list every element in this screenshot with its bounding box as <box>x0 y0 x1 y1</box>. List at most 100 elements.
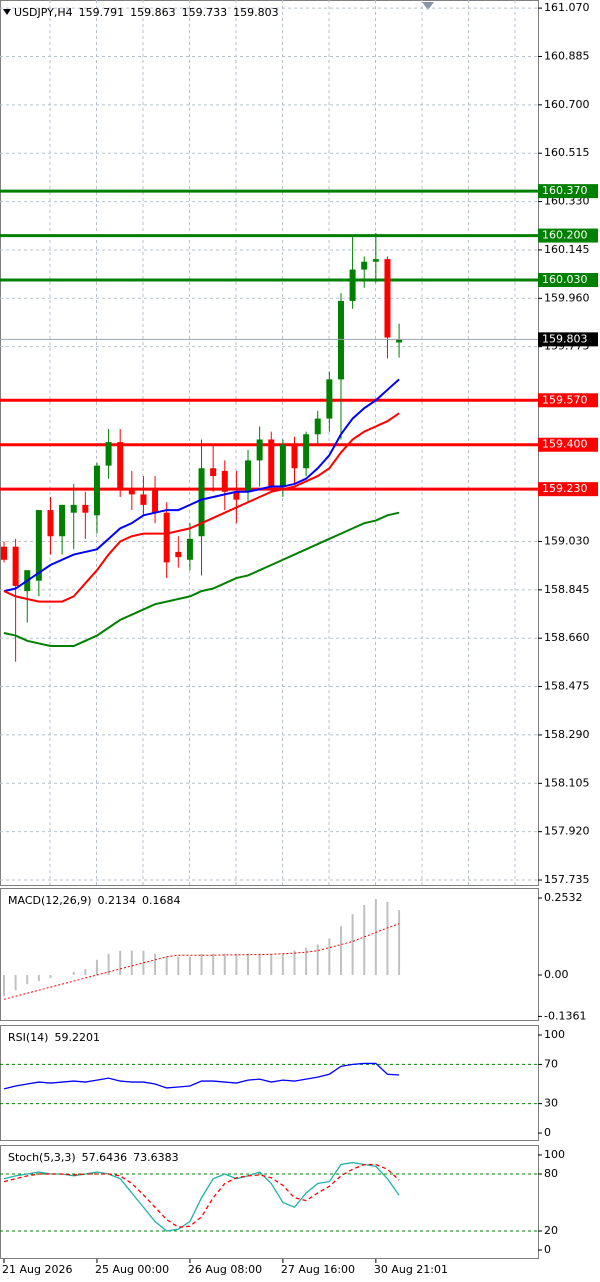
y-tick-label: 0 <box>544 1126 551 1139</box>
y-tick-label: 70 <box>544 1057 558 1070</box>
candle-body <box>175 551 182 558</box>
y-tick-label: 161.070 <box>544 1 590 14</box>
candle-body <box>105 442 112 466</box>
candle-body <box>198 468 205 537</box>
candle-body <box>361 261 368 270</box>
header-value: 59.2201 <box>54 1031 100 1044</box>
indicator-line <box>3 1062 400 1090</box>
indicator-title: MACD(12,26,9) <box>8 894 92 907</box>
candle-body <box>384 259 391 338</box>
panel-frame <box>0 1025 539 1141</box>
y-tick-label: 158.660 <box>544 631 590 644</box>
y-tick-label: 159.030 <box>544 534 590 547</box>
header-value: 73.6383 <box>133 1151 179 1164</box>
indicator-title: Stoch(5,3,3) <box>8 1151 76 1164</box>
candle-body <box>93 465 100 516</box>
level-tag <box>538 184 598 199</box>
x-tick-label: 21 Aug 2026 <box>2 1263 72 1276</box>
level-label: 160.200 <box>542 229 588 242</box>
panel-frame <box>0 1145 539 1259</box>
x-tick-label: 30 Aug 21:01 <box>374 1263 448 1276</box>
level-label: 159.570 <box>542 393 588 406</box>
moving-average <box>3 412 400 603</box>
candle-body <box>233 491 240 500</box>
level-label: 159.400 <box>542 438 588 451</box>
panel-header: USDJPY,H4 159.791 159.863 159.733 159.803 <box>14 6 279 19</box>
header-value: 159.803 <box>233 6 279 19</box>
panel-header: Stoch(5,3,3) 57.6436 73.6383 <box>8 1151 179 1164</box>
level-tag <box>538 437 598 452</box>
y-tick-label: 160.885 <box>544 49 590 62</box>
signal-line <box>3 923 400 1000</box>
y-tick-label: 160.700 <box>544 98 590 111</box>
candle-body <box>245 460 252 492</box>
moving-average <box>3 378 400 593</box>
candle-body <box>210 468 217 477</box>
candle-body <box>82 504 89 513</box>
candle-body <box>279 444 286 487</box>
candle-body <box>70 504 77 513</box>
candle-body <box>221 470 228 492</box>
panel-header: MACD(12,26,9) 0.2134 0.1684 <box>8 894 181 907</box>
y-tick-label: 100 <box>544 1148 565 1161</box>
menu-arrow <box>3 9 11 15</box>
indicator-title: USDJPY,H4 <box>14 6 73 19</box>
y-tick-label: 158.290 <box>544 728 590 741</box>
candle-body <box>303 434 310 469</box>
level-tag <box>538 482 598 497</box>
y-tick-label: 80 <box>544 1167 558 1180</box>
y-tick-label: 160.145 <box>544 243 590 256</box>
candle-body <box>396 339 403 343</box>
price-label: 159.803 <box>542 332 588 345</box>
y-tick-label: 157.920 <box>544 825 590 838</box>
candle-body <box>35 510 42 581</box>
header-value: 0.2134 <box>98 894 137 907</box>
shift-marker <box>422 2 434 10</box>
header-value: 159.791 <box>79 6 125 19</box>
panel-frame <box>0 888 539 1021</box>
candle-body <box>349 269 356 301</box>
candle-body <box>314 418 321 435</box>
candle-body <box>291 444 298 469</box>
indicator-title: RSI(14) <box>8 1031 48 1044</box>
candle-body <box>163 512 170 563</box>
candle-body <box>337 300 344 380</box>
level-tag <box>538 393 598 408</box>
header-value: 159.863 <box>130 6 176 19</box>
candle-body <box>326 379 333 419</box>
x-tick-label: 27 Aug 16:00 <box>281 1263 355 1276</box>
level-tag <box>538 228 598 243</box>
indicator-line <box>3 1163 400 1228</box>
header-value: 159.733 <box>182 6 228 19</box>
y-tick-label: 0 <box>544 1243 551 1256</box>
y-tick-label: 160.515 <box>544 146 590 159</box>
y-tick-label: 157.735 <box>544 873 590 886</box>
y-tick-label: 100 <box>544 1028 565 1041</box>
y-tick-label: 30 <box>544 1097 558 1110</box>
candle-body <box>256 439 263 461</box>
candle-body <box>1 546 7 560</box>
candle-body <box>117 442 124 490</box>
candle-body <box>152 489 159 513</box>
candle-body <box>372 259 379 262</box>
header-value: 57.6436 <box>82 1151 128 1164</box>
candle-body <box>268 439 275 487</box>
x-tick-label: 26 Aug 08:00 <box>188 1263 262 1276</box>
moving-average <box>3 511 400 648</box>
candle-body <box>47 510 54 537</box>
price-tag <box>538 332 598 347</box>
panel-header: RSI(14) 59.2201 <box>8 1031 100 1044</box>
candle-body <box>140 494 147 505</box>
y-tick-label: 158.845 <box>544 583 590 596</box>
x-tick-label: 25 Aug 00:00 <box>95 1263 169 1276</box>
y-tick-label: 158.475 <box>544 680 590 693</box>
y-tick-label: 158.105 <box>544 776 590 789</box>
level-label: 160.030 <box>542 273 588 286</box>
header-value: 0.1684 <box>142 894 181 907</box>
level-label: 160.370 <box>542 184 588 197</box>
level-label: 159.230 <box>542 482 588 495</box>
y-tick-label: 0.2532 <box>544 891 583 904</box>
y-tick-label: 20 <box>544 1224 558 1237</box>
